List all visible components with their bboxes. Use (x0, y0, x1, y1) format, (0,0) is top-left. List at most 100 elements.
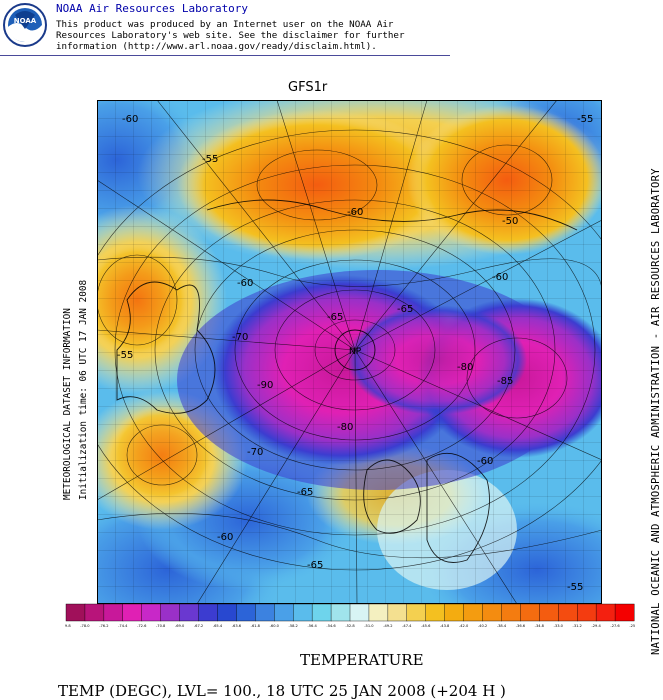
colorbar-tick-label: -42.0 (459, 624, 469, 628)
colorbar-swatch (274, 603, 294, 622)
contour-label: -60 (492, 272, 508, 283)
contour-label: -60 (217, 532, 233, 543)
colorbar-swatch (577, 603, 597, 622)
colorbar-swatch (539, 603, 559, 622)
colorbar-swatch (614, 603, 635, 622)
colorbar-swatch (595, 603, 616, 622)
header-divider (0, 55, 450, 56)
dataset-info-title: METEOROLOGICAL DATASET INFORMATION (62, 308, 73, 500)
colorbar-tick-label: -79.8 (65, 624, 71, 628)
contour-label: -55 (567, 582, 583, 593)
colorbar-swatch (558, 603, 578, 622)
contour-lines (97, 100, 602, 604)
colorbar-swatch (160, 603, 181, 622)
contour-label: -60 (237, 278, 253, 289)
colorbar-tick-label: -40.2 (478, 624, 487, 628)
colorbar-tick-label: -33.0 (554, 624, 564, 628)
contour-label: -60 (477, 456, 493, 467)
colorbar-tick-label: -58.2 (289, 624, 298, 628)
disclaimer-line-2: Resources Laboratory's web site. See the… (56, 30, 405, 41)
colorbar-tick-label: -74.4 (118, 624, 128, 628)
colorbar-swatch (406, 603, 427, 622)
colorbar-swatch (236, 603, 256, 622)
colorbar-tick-label: -72.6 (137, 624, 147, 628)
colorbar-tick-label: -67.2 (194, 624, 203, 628)
colorbar-swatch (444, 603, 465, 622)
dataset-info-caption: METEOROLOGICAL DATASET INFORMATION Initi… (60, 80, 92, 500)
contour-label: -50 (502, 216, 518, 227)
colorbar-tick-label: -34.8 (535, 624, 545, 628)
colorbar-swatch (217, 603, 237, 622)
colorbar-swatch (65, 603, 86, 622)
contour-label: -70 (247, 447, 263, 458)
colorbar-swatch (122, 603, 143, 622)
colorbar-swatch (387, 603, 408, 622)
colorbar-swatch (84, 603, 105, 622)
colorbar-swatch (425, 603, 446, 622)
colorbar-swatch (141, 603, 162, 622)
contour-label: -60 (122, 114, 138, 125)
colorbar-tick-label: -38.4 (497, 624, 507, 628)
colorbar-tick-label: -36.6 (516, 624, 526, 628)
noaa-logo: NOAA (3, 3, 47, 47)
colorbar-tick-label: -51.0 (364, 624, 374, 628)
temperature-map: NP -60 -55 -50 -60 -55 -60 -65 -70 -65 -… (97, 100, 602, 604)
colorbar-swatch (103, 603, 124, 622)
colorbar-tick-label: -60.0 (270, 624, 280, 628)
header-org-title: NOAA Air Resources Laboratory (56, 2, 249, 15)
variable-title: TEMPERATURE (300, 651, 424, 669)
contour-label: -55 (202, 154, 218, 165)
colorbar-swatch (198, 603, 218, 622)
colorbar-swatch (501, 603, 521, 622)
colorbar: -79.8 -78.0 -76.2 -74.4 -72.6 -70.8 -69.0 -67.2… (65, 603, 635, 628)
colorbar-swatch (292, 603, 313, 622)
contour-label: -65 (397, 304, 413, 315)
colorbar-swatch (255, 603, 275, 622)
colorbar-tick-label: -78.0 (80, 624, 90, 628)
colorbar-tick-label: -49.2 (383, 624, 392, 628)
colorbar-swatch (179, 603, 200, 622)
colorbar-tick-label: -70.8 (156, 624, 166, 628)
colorbar-tick-label: -76.2 (99, 624, 108, 628)
contour-label: -65 (327, 312, 343, 323)
contour-label: -55 (117, 350, 133, 361)
contour-labels: -60 -55 -50 -60 -55 -60 -65 -70 -65 -60 … (117, 114, 593, 593)
colorbar-tick-label: -69.0 (175, 624, 185, 628)
colorbar-tick-label: -61.8 (251, 624, 261, 628)
initialization-time: Initialization time: 06 UTC 17 JAN 2008 (78, 279, 89, 500)
colorbar-tick-label: -56.4 (307, 624, 317, 628)
colorbar-swatch (482, 603, 502, 622)
colorbar-tick-label: -52.8 (345, 624, 355, 628)
contour-label: -65 (307, 560, 323, 571)
north-pole-label: NP (349, 347, 362, 357)
colorbar-tick-label: -65.4 (213, 624, 223, 628)
coastlines (116, 199, 578, 563)
contour-label: -65 (297, 487, 313, 498)
contour-label: -80 (337, 422, 353, 433)
colorbar-tick-label: -25.8 (629, 624, 635, 628)
colorbar-swatch (368, 603, 389, 622)
colorbar-swatch (349, 603, 370, 622)
colorbar-tick-label: -29.4 (591, 624, 601, 628)
contour-label: -85 (497, 376, 513, 387)
colorbar-swatch (520, 603, 540, 622)
colorbar-tick-label: -43.8 (440, 624, 450, 628)
noaa-logo-text: NOAA (14, 17, 37, 25)
agency-caption: NATIONAL OCEANIC AND ATMOSPHERIC ADMINIS… (650, 168, 662, 655)
colorbar-swatch (463, 603, 484, 622)
plot-summary: TEMP (DEGC), LVL= 100., 18 UTC 25 JAN 20… (58, 682, 506, 700)
disclaimer-line-3: information (http://www.arl.noaa.gov/rea… (56, 41, 377, 52)
contour-label: -55 (577, 114, 593, 125)
colorbar-swatch (311, 603, 332, 622)
colorbar-swatch (330, 603, 351, 622)
colorbar-tick-label: -31.2 (573, 624, 582, 628)
colorbar-tick-label: -27.6 (610, 624, 620, 628)
colorbar-tick-label: -54.6 (326, 624, 336, 628)
contour-label: -70 (232, 332, 248, 343)
contour-label: -60 (347, 207, 363, 218)
colorbar-tick-label: -47.4 (402, 624, 412, 628)
map-frame (97, 100, 602, 604)
disclaimer-line-1: This product was produced by an Internet… (56, 19, 394, 30)
colorbar-tick-label: -45.6 (421, 624, 431, 628)
model-label: GFS1r (288, 80, 328, 95)
